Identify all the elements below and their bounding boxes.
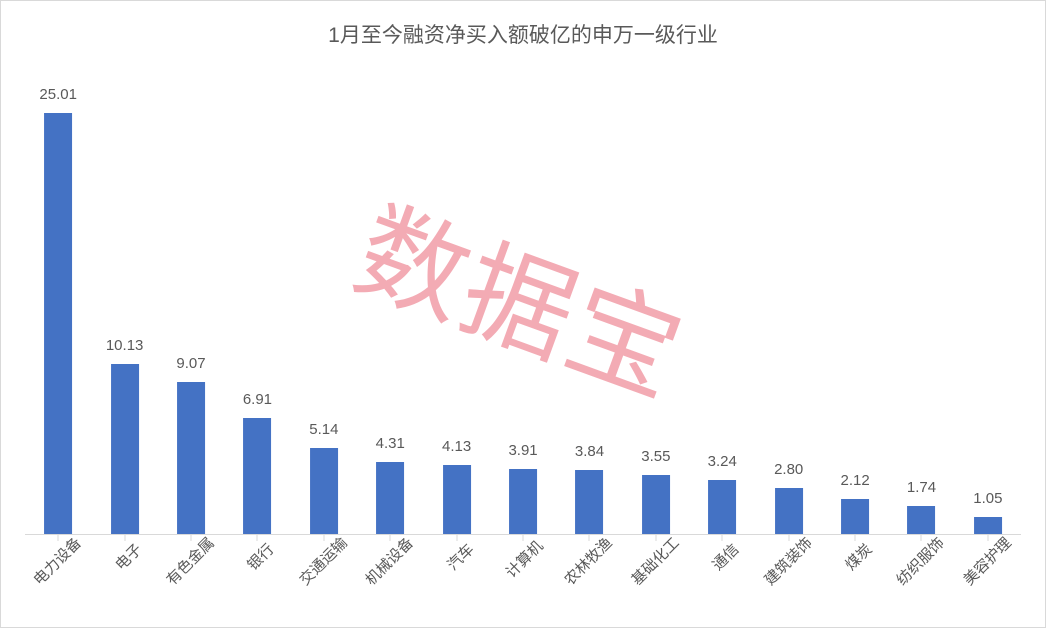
bar [310, 448, 338, 535]
x-label-slot: 汽车 [423, 535, 489, 627]
bar [376, 462, 404, 535]
bar [243, 418, 271, 535]
x-label-slot: 机械设备 [357, 535, 423, 627]
x-axis-label: 计算机 [501, 535, 548, 582]
plot-area: 数据宝 25.0110.139.076.915.144.314.133.913.… [25, 71, 1021, 535]
bar [642, 475, 670, 535]
bar [708, 480, 736, 535]
x-label-slot: 有色金属 [158, 535, 224, 627]
x-axis-label: 汽车 [442, 539, 478, 575]
bar-value-label: 3.55 [641, 448, 670, 465]
chart-title: 1月至今融资净买入额破亿的申万一级行业 [1, 1, 1045, 49]
bar-value-label: 9.07 [176, 355, 205, 372]
bar-value-label: 5.14 [309, 421, 338, 438]
x-tick [921, 535, 922, 541]
bar-value-label: 1.74 [907, 479, 936, 496]
bar-slot: 4.13 [423, 71, 489, 535]
x-label-slot: 煤炭 [822, 535, 888, 627]
x-label-slot: 建筑装饰 [755, 535, 821, 627]
bar-value-label: 2.80 [774, 461, 803, 478]
x-tick [855, 535, 856, 541]
bar-value-label: 3.84 [575, 443, 604, 460]
bar-slot: 6.91 [224, 71, 290, 535]
bar [509, 469, 537, 535]
bar-slot: 3.91 [490, 71, 556, 535]
x-tick [722, 535, 723, 541]
bar [576, 470, 604, 535]
bars-group: 25.01 10.13 9.07 6.91 5.14 4.31 4.13 3.91 3.84 3.… [25, 71, 1021, 535]
bar [111, 364, 139, 535]
x-label-slot: 基础化工 [623, 535, 689, 627]
bar-slot: 4.31 [357, 71, 423, 535]
bar-slot: 1.05 [955, 71, 1021, 535]
x-tick [589, 535, 590, 541]
x-label-slot: 银行 [224, 535, 290, 627]
x-tick [191, 535, 192, 541]
bar-slot: 3.84 [556, 71, 622, 535]
bar-slot: 9.07 [158, 71, 224, 535]
bar-value-label: 2.12 [840, 472, 869, 489]
bar-value-label: 25.01 [39, 86, 77, 103]
x-axis-label: 通信 [707, 539, 743, 575]
bar [908, 506, 936, 535]
bar-value-label: 1.05 [973, 490, 1002, 507]
bar-slot: 2.12 [822, 71, 888, 535]
x-label-slot: 电子 [91, 535, 157, 627]
chart-container: 1月至今融资净买入额破亿的申万一级行业 数据宝 25.0110.139.076.… [0, 0, 1046, 628]
x-label-slot: 电力设备 [25, 535, 91, 627]
bar-slot: 3.24 [689, 71, 755, 535]
bar [775, 488, 803, 535]
bar-value-label: 6.91 [243, 391, 272, 408]
x-tick [390, 535, 391, 541]
x-axis-labels: 电力设备电子有色金属银行交通运输机械设备汽车计算机农林牧渔基础化工通信建筑装饰煤… [25, 535, 1021, 627]
bar-value-label: 3.24 [708, 453, 737, 470]
x-tick [456, 535, 457, 541]
bar-value-label: 4.13 [442, 438, 471, 455]
x-label-slot: 美容护理 [955, 535, 1021, 627]
bar-slot: 1.74 [888, 71, 954, 535]
bar [841, 499, 869, 535]
x-tick [257, 535, 258, 541]
x-axis-label: 银行 [243, 539, 279, 575]
x-tick [788, 535, 789, 541]
x-label-slot: 计算机 [490, 535, 556, 627]
bar [443, 465, 471, 535]
bar-slot: 5.14 [291, 71, 357, 535]
x-tick [124, 535, 125, 541]
bar-value-label: 4.31 [376, 435, 405, 452]
bar [44, 113, 72, 535]
x-label-slot: 交通运输 [291, 535, 357, 627]
x-label-slot: 农林牧渔 [556, 535, 622, 627]
bar-slot: 25.01 [25, 71, 91, 535]
bar [974, 517, 1002, 535]
x-tick [523, 535, 524, 541]
x-label-slot: 通信 [689, 535, 755, 627]
x-axis-label: 煤炭 [840, 539, 876, 575]
bar-slot: 3.55 [623, 71, 689, 535]
x-tick [58, 535, 59, 541]
x-axis-label: 电子 [110, 539, 146, 575]
x-label-slot: 纺织服饰 [888, 535, 954, 627]
x-tick [987, 535, 988, 541]
bar-value-label: 10.13 [106, 337, 144, 354]
x-tick [655, 535, 656, 541]
bar-slot: 10.13 [91, 71, 157, 535]
bar [177, 382, 205, 535]
bar-slot: 2.80 [755, 71, 821, 535]
bar-value-label: 3.91 [508, 442, 537, 459]
x-tick [323, 535, 324, 541]
